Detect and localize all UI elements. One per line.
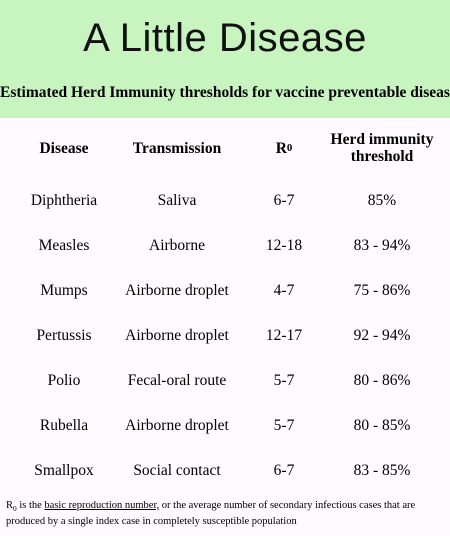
footnote-text-1: is the [16, 500, 45, 511]
cell-threshold: 85% [367, 192, 397, 209]
cell-disease: Smallpox [34, 462, 94, 479]
cell-r0: 4-7 [273, 282, 295, 299]
cell-r0: 12-17 [265, 327, 303, 344]
cell-disease: Rubella [39, 417, 89, 434]
table-row: Measles Airborne 12-18 83 - 94% [0, 223, 450, 268]
table-row: Rubella Airborne droplet 5-7 80 - 85% [0, 403, 450, 448]
table-row: Mumps Airborne droplet 4-7 75 - 86% [0, 268, 450, 313]
header-transmission: Transmission [132, 139, 222, 157]
cell-transmission: Saliva [157, 192, 197, 209]
header-disease: Disease [39, 139, 89, 157]
cell-transmission: Social contact [133, 462, 221, 479]
cell-disease: Measles [38, 237, 90, 254]
page-title: A Little Disease [83, 16, 367, 60]
cell-transmission: Airborne [149, 237, 205, 254]
cell-threshold: 80 - 86% [353, 372, 411, 389]
footnote: R0 is the basic reproduction number, or … [6, 500, 446, 528]
cell-r0: 12-18 [265, 237, 303, 254]
cell-r0: 5-7 [273, 417, 295, 434]
table-row: Polio Fecal-oral route 5-7 80 - 86% [0, 358, 450, 403]
footnote-text-2: or the average number of secondary infec… [6, 500, 416, 527]
cell-threshold: 75 - 86% [353, 282, 411, 299]
header-threshold: Herd immunity threshold [330, 131, 434, 165]
cell-threshold: 83 - 94% [353, 237, 411, 254]
table-row: Pertussis Airborne droplet 12-17 92 - 94… [0, 313, 450, 358]
cell-threshold: 80 - 85% [353, 417, 411, 434]
cell-r0: 5-7 [273, 372, 295, 389]
cell-transmission: Fecal-oral route [127, 372, 227, 389]
table-caption: Estimated Herd Immunity thresholds for v… [0, 84, 450, 101]
cell-threshold: 83 - 85% [353, 462, 411, 479]
cell-disease: Mumps [40, 282, 88, 299]
cell-transmission: Airborne droplet [125, 282, 229, 299]
cell-r0: 6-7 [273, 462, 295, 479]
cell-transmission: Airborne droplet [125, 327, 229, 344]
table-row: Diphtheria Saliva 6-7 85% [0, 178, 450, 223]
cell-disease: Diphtheria [30, 192, 98, 209]
footnote-link[interactable]: basic reproduction number, [44, 500, 160, 511]
cell-disease: Polio [47, 372, 81, 389]
cell-r0: 6-7 [273, 192, 295, 209]
footnote-r: R [6, 500, 14, 511]
title-banner: A Little Disease [0, 0, 450, 118]
cell-threshold: 92 - 94% [353, 327, 411, 344]
header-r0-sub: 0 [286, 141, 293, 154]
cell-disease: Pertussis [36, 327, 92, 344]
cell-transmission: Airborne droplet [125, 417, 229, 434]
table-row: Smallpox Social contact 6-7 83 - 85% [0, 448, 450, 493]
footnote-r-sub: 0 [13, 504, 17, 514]
header-r0-main: R [275, 139, 287, 157]
